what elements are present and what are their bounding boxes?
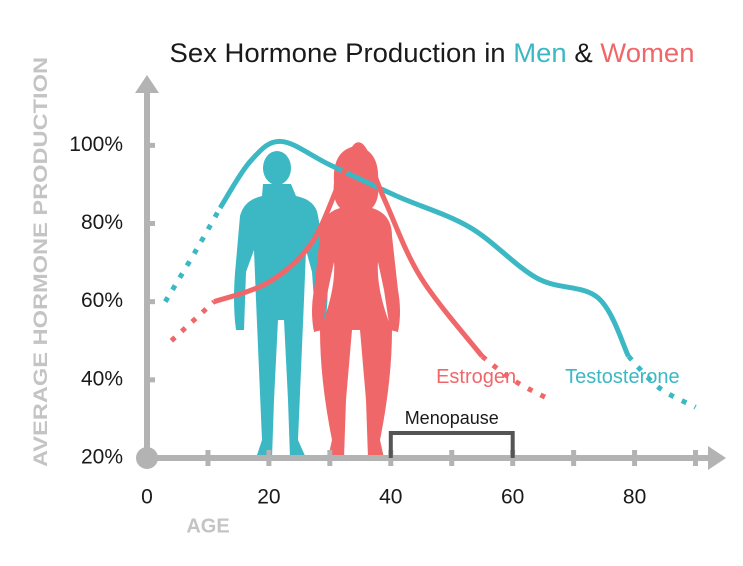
title-part: & xyxy=(567,38,601,68)
series-line xyxy=(213,142,485,358)
series-line xyxy=(480,354,551,402)
x-tick-label: 60 xyxy=(501,486,524,509)
chart-title: Sex Hormone Production in Men & Women xyxy=(170,38,695,68)
y-tick-label: 40% xyxy=(81,367,123,390)
title-part: Women xyxy=(600,38,694,68)
y-axis-arrow xyxy=(135,75,159,93)
x-tick-label: 80 xyxy=(623,486,646,509)
series-line xyxy=(163,206,223,303)
woman-silhouette xyxy=(312,146,400,458)
title-part: Men xyxy=(513,38,566,68)
menopause-label: Menopause xyxy=(405,408,499,428)
x-axis-label: AGE xyxy=(186,515,229,537)
series-line xyxy=(626,354,697,410)
y-axis-label: AVERAGE HORMONE PRODUCTION xyxy=(31,57,52,467)
x-tick-label: 0 xyxy=(141,486,153,509)
x-tick-label: 20 xyxy=(257,486,280,509)
y-tick-label: 60% xyxy=(81,289,123,312)
y-tick-label: 80% xyxy=(81,211,123,234)
y-tick-label: 20% xyxy=(81,446,123,469)
plot-area: 20% 40% 60% 80% 100% 0 20 40 60 80 Menopause Testos… xyxy=(69,75,726,509)
title-part: Sex Hormone Production in xyxy=(170,38,514,68)
x-axis-arrow xyxy=(708,446,726,470)
series-line xyxy=(169,299,216,343)
series-label: Estrogen xyxy=(436,366,516,388)
menopause-bracket xyxy=(388,431,515,458)
x-tick-label: 40 xyxy=(379,486,402,509)
series-line xyxy=(218,138,631,358)
y-tick-label: 100% xyxy=(69,133,123,156)
series-label: Testosterone xyxy=(565,366,680,388)
